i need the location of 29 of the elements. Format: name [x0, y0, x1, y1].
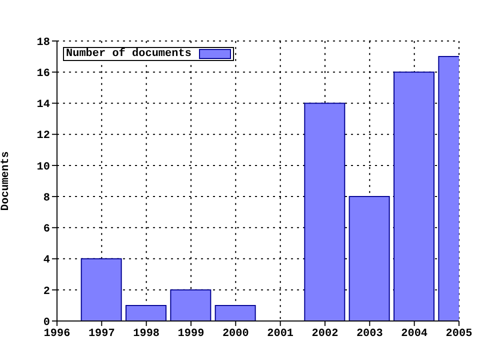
x-tick-label: 2003	[356, 328, 384, 340]
x-tick-label: 1997	[88, 328, 115, 340]
y-tick-label: 14	[36, 99, 50, 112]
x-tick-label: 2000	[222, 328, 249, 340]
bar	[170, 289, 212, 321]
bar	[126, 304, 166, 321]
y-tick-label: 4	[43, 254, 50, 267]
x-tick-label: 1999	[178, 328, 204, 340]
x-tick-label: 1996	[44, 328, 70, 340]
legend-label: Number of documents	[66, 48, 192, 60]
y-tick-label: 0	[43, 316, 50, 329]
x-tick-label: 2004	[401, 328, 428, 340]
bar	[304, 102, 346, 321]
x-tick-label: 2001	[267, 328, 294, 340]
x-tick-label: 2005	[446, 328, 473, 340]
bar	[394, 72, 434, 321]
y-tick-label: 10	[36, 161, 50, 174]
y-tick-label: 12	[36, 130, 50, 142]
y-tick-label: 8	[43, 192, 50, 204]
bar	[80, 258, 122, 321]
bar	[348, 196, 390, 321]
y-tick-label: 2	[43, 286, 50, 298]
x-tick-label: 1998	[133, 328, 160, 340]
y-axis-title: Documents	[0, 151, 12, 211]
y-tick-label: 18	[36, 36, 50, 49]
bar	[214, 304, 256, 321]
y-tick-label: 16	[36, 68, 50, 80]
y-tick-label: 6	[43, 224, 50, 236]
x-tick-label: 2002	[312, 328, 338, 340]
